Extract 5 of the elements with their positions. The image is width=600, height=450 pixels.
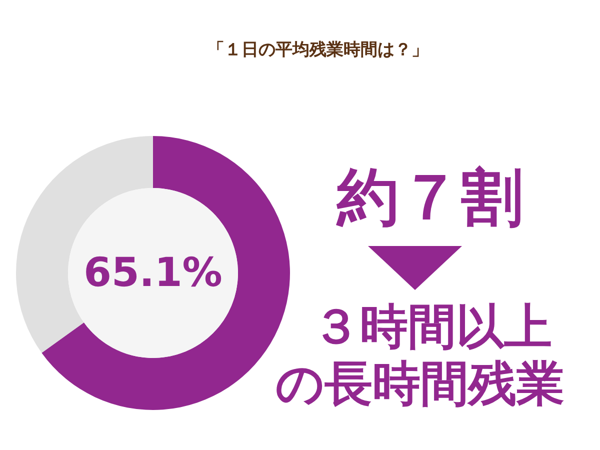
- annotation: ３時間以上: [312, 299, 552, 355]
- annotation: の長時間残業: [276, 356, 564, 412]
- title: 「１日の平均残業時間は？」: [208, 40, 428, 60]
- annotation: 約７割: [337, 160, 523, 234]
- annotation: 65.1%: [84, 250, 222, 296]
